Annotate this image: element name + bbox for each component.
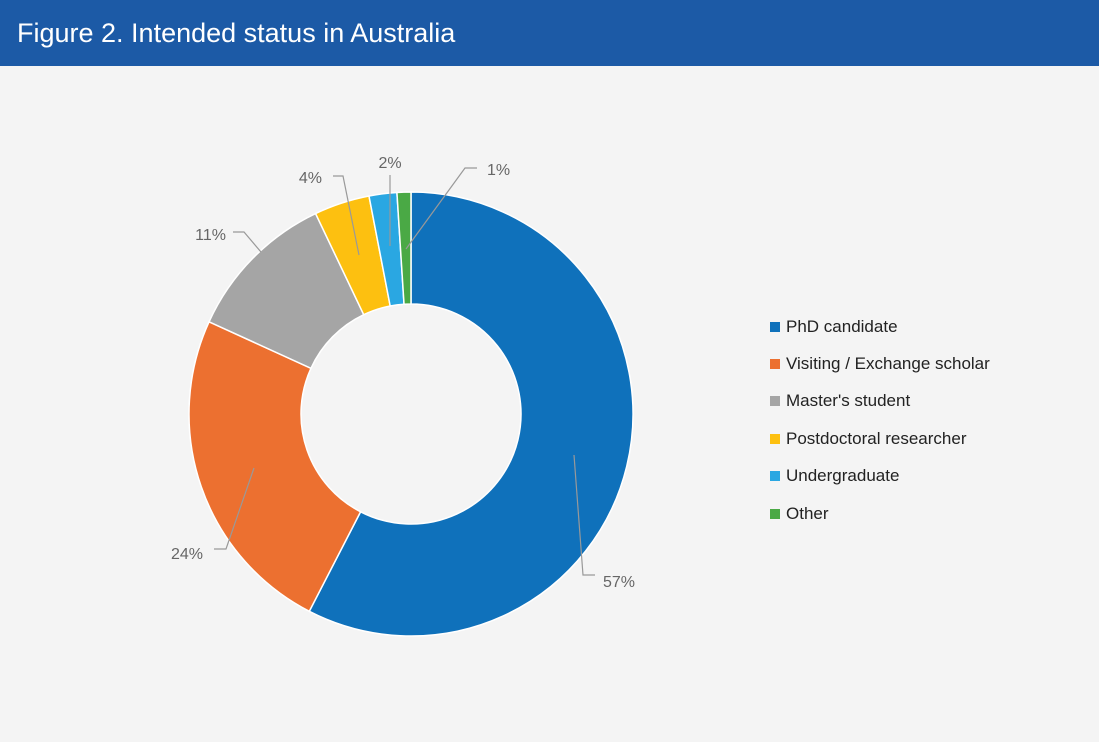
- legend-label-master-s-student: Master's student: [786, 391, 911, 411]
- legend-item-postdoctoral-researcher: Postdoctoral researcher: [770, 420, 990, 457]
- figure-title: Figure 2. Intended status in Australia: [17, 18, 456, 48]
- legend-label-other: Other: [786, 503, 829, 523]
- slice-visiting-exchange-scholar: [188, 320, 362, 613]
- legend-item-undergraduate: Undergraduate: [770, 458, 990, 495]
- chart-legend: PhD candidate Visiting / Exchange scholar…: [770, 308, 990, 532]
- legend-label-phd-candidate: PhD candidate: [786, 316, 898, 336]
- leader-line-phd-candidate: [573, 454, 595, 576]
- legend-swatch-visiting-exchange-scholar: [770, 359, 780, 370]
- legend-swatch-undergraduate: [770, 471, 780, 482]
- legend-item-master-s-student: Master's student: [770, 383, 990, 420]
- legend-item-phd-candidate: PhD candidate: [770, 308, 990, 345]
- data-label-postdoctoral-researcher: 4%: [299, 170, 322, 187]
- leader-line-other: [405, 167, 477, 250]
- legend-swatch-master-s-student: [770, 396, 780, 407]
- figure-header: Figure 2. Intended status in Australia: [0, 0, 1099, 66]
- leader-line-master-s-student: [233, 231, 262, 253]
- legend-swatch-other: [770, 508, 780, 519]
- data-label-master-s-student: 11%: [195, 227, 226, 244]
- data-label-visiting-exchange-scholar: 24%: [171, 546, 203, 563]
- legend-swatch-phd-candidate: [770, 321, 780, 332]
- donut-slices: [188, 191, 634, 637]
- data-label-other: 1%: [487, 162, 510, 179]
- leader-line-visiting-exchange-scholar: [214, 467, 255, 550]
- legend-label-postdoctoral-researcher: Postdoctoral researcher: [786, 428, 967, 448]
- data-label-phd-candidate: 57%: [603, 574, 635, 591]
- legend-item-visiting-exchange-scholar: Visiting / Exchange scholar: [770, 345, 990, 382]
- leader-lines: [214, 167, 595, 576]
- slice-other: [396, 191, 412, 306]
- legend-item-other: Other: [770, 495, 990, 532]
- legend-label-undergraduate: Undergraduate: [786, 466, 900, 486]
- leader-line-postdoctoral-researcher: [333, 175, 360, 256]
- data-labels: 57% 24% 11% 4% 2% 1%: [171, 155, 635, 591]
- legend-label-visiting-exchange-scholar: Visiting / Exchange scholar: [786, 354, 990, 374]
- donut-chart: 57% 24% 11% 4% 2% 1%: [171, 155, 635, 637]
- slice-phd-candidate: [308, 191, 634, 637]
- legend-swatch-postdoctoral-researcher: [770, 433, 780, 444]
- data-label-undergraduate: 2%: [378, 155, 401, 172]
